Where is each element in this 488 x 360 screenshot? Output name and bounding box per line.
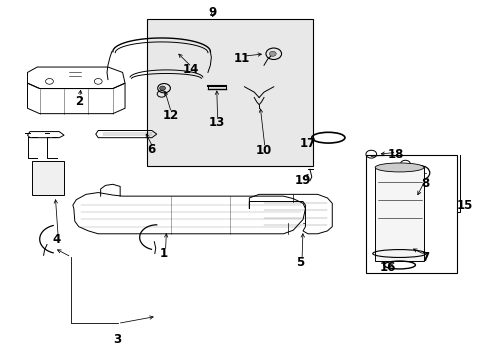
Bar [374, 167, 423, 261]
Text: 10: 10 [255, 144, 272, 157]
Text: 7: 7 [420, 251, 428, 264]
Text: 11: 11 [233, 52, 250, 65]
Text: 8: 8 [420, 177, 428, 190]
Ellipse shape [374, 163, 423, 172]
Text: 5: 5 [296, 256, 304, 269]
Bar [366, 155, 456, 273]
Text: 9: 9 [208, 6, 217, 19]
Text: 1: 1 [160, 247, 168, 260]
Text: 3: 3 [113, 333, 122, 346]
Text: 18: 18 [386, 148, 403, 161]
Bar [32, 161, 64, 195]
Text: 14: 14 [183, 63, 199, 76]
Text: 16: 16 [379, 261, 396, 274]
Text: 15: 15 [456, 199, 472, 212]
Circle shape [159, 86, 165, 90]
Text: 17: 17 [299, 137, 315, 150]
Text: 12: 12 [162, 109, 178, 122]
Text: 6: 6 [147, 143, 156, 156]
Text: 13: 13 [208, 116, 224, 129]
Bar [147, 19, 312, 166]
Text: 19: 19 [294, 174, 310, 187]
Text: 2: 2 [75, 95, 82, 108]
Text: 4: 4 [53, 233, 61, 246]
Circle shape [269, 51, 276, 56]
